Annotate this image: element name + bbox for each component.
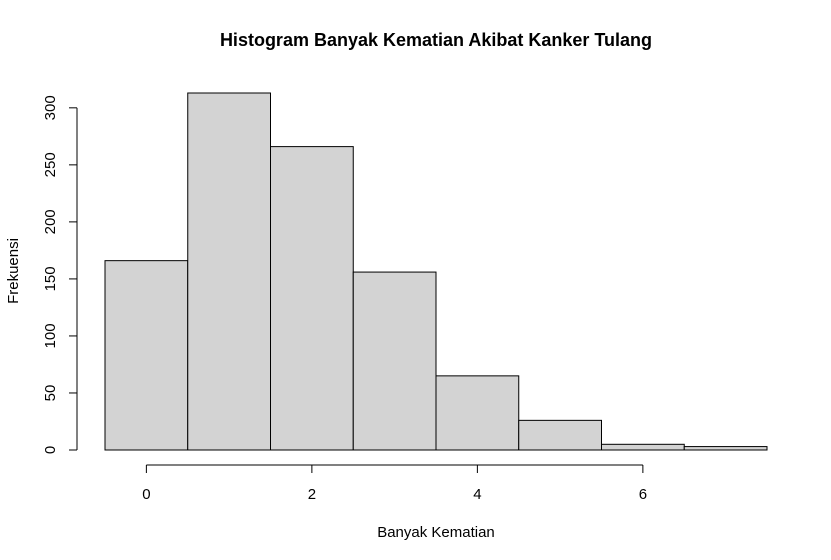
- y-tick-label-0: 0: [42, 446, 59, 454]
- histogram-bar-4: [435, 375, 520, 451]
- x-axis-label: Banyak Kematian: [377, 524, 495, 541]
- x-tick-label-6: 6: [639, 486, 647, 503]
- histogram-bar-7: [683, 446, 768, 451]
- histogram-bar-5: [518, 419, 602, 451]
- y-tick-label-300: 300: [42, 95, 59, 120]
- x-tick-label-0: 0: [142, 486, 150, 503]
- y-axis: 0 50 100 150 200 250 300: [42, 95, 78, 454]
- x-tick-label-2: 2: [308, 486, 316, 503]
- histogram-bar-0: [104, 260, 189, 451]
- y-tick-label-200: 200: [42, 209, 59, 234]
- histogram-bar-6: [601, 443, 685, 451]
- y-tick-label-50: 50: [42, 385, 59, 402]
- y-tick-label-250: 250: [42, 152, 59, 177]
- chart-title: Histogram Banyak Kematian Akibat Kanker …: [220, 30, 652, 50]
- x-tick-label-4: 4: [473, 486, 481, 503]
- y-tick-label-150: 150: [42, 266, 59, 291]
- x-axis: 0 2 4 6: [142, 464, 647, 503]
- y-tick-label-100: 100: [42, 323, 59, 348]
- bars-group: [104, 92, 768, 451]
- histogram-bar-2: [270, 146, 354, 451]
- histogram-bar-3: [352, 271, 437, 451]
- histogram-bar-1: [187, 92, 271, 451]
- y-axis-label: Frekuensi: [5, 238, 22, 304]
